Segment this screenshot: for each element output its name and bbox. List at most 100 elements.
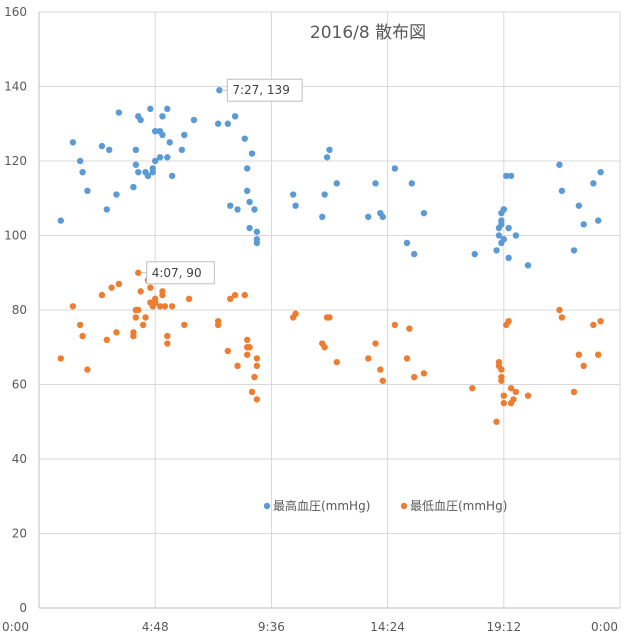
- data-point: [403, 355, 411, 362]
- data-point: [595, 351, 602, 358]
- data-point: [253, 396, 261, 403]
- data-point: [243, 165, 251, 172]
- data-point: [570, 388, 578, 396]
- data-point: [156, 303, 164, 310]
- x-tick-label: 0:00: [591, 620, 618, 634]
- data-point: [372, 340, 379, 347]
- data-point: [76, 321, 84, 329]
- series-1: [57, 87, 604, 269]
- data-point: [321, 344, 328, 351]
- data-point: [253, 362, 261, 370]
- gridlines: [39, 11, 621, 608]
- data-point: [503, 172, 510, 180]
- data-point: [251, 373, 258, 381]
- data-point: [147, 284, 154, 291]
- data-point: [408, 180, 416, 187]
- data-point: [113, 329, 120, 336]
- data-point: [248, 150, 256, 157]
- data-point: [469, 385, 476, 392]
- data-point: [505, 317, 512, 325]
- data-point: [505, 254, 512, 262]
- x-tick-label: 0:00: [2, 620, 29, 634]
- data-point: [159, 113, 166, 120]
- data-point: [103, 206, 110, 213]
- data-point: [495, 232, 503, 239]
- data-point: [575, 351, 583, 358]
- data-point: [144, 172, 152, 180]
- data-point: [590, 180, 597, 187]
- data-point: [241, 291, 248, 299]
- data-point: [471, 250, 478, 258]
- y-tick-label: 100: [4, 229, 27, 243]
- data-point: [246, 224, 253, 232]
- x-axis-tick-labels: 0:00 4:48 9:36 14:24 19:12 0:00: [2, 620, 618, 634]
- data-point: [365, 213, 372, 221]
- data-point: [507, 172, 515, 180]
- data-point: [411, 250, 418, 258]
- data-point: [231, 113, 239, 120]
- axes: [38, 12, 620, 609]
- data-point: [181, 131, 188, 139]
- data-point: [181, 321, 188, 329]
- data-point: [166, 139, 173, 146]
- data-point: [164, 154, 171, 161]
- data-point: [321, 191, 328, 198]
- data-point: [135, 306, 142, 314]
- data-point: [292, 202, 299, 209]
- data-point: [498, 377, 505, 384]
- data-point: [185, 295, 193, 303]
- data-point: [512, 232, 520, 239]
- data-point: [597, 317, 604, 325]
- data-point: [512, 388, 520, 396]
- data-point: [69, 303, 77, 310]
- data-point: [224, 347, 232, 355]
- data-point: [500, 236, 507, 243]
- data-point: [580, 362, 587, 370]
- data-point: [227, 202, 234, 209]
- data-point: [493, 247, 500, 254]
- data-point: [178, 146, 186, 154]
- series-2: [57, 269, 604, 425]
- data-point: [98, 291, 106, 299]
- data-point: [137, 288, 144, 295]
- data-point: [57, 355, 64, 362]
- data-point: [79, 332, 86, 340]
- data-point: [391, 165, 399, 172]
- data-point: [326, 314, 333, 321]
- legend-entry: 最低血圧(mmHg): [400, 499, 507, 513]
- data-point: [597, 168, 604, 176]
- data-point: [216, 87, 223, 94]
- data-point: [135, 168, 142, 176]
- data-point: [505, 224, 512, 232]
- data-point: [84, 366, 91, 373]
- data-point: [420, 209, 428, 217]
- x-tick-label: 19:12: [487, 620, 522, 634]
- data-point: [234, 362, 241, 370]
- data-point: [106, 146, 113, 154]
- data-point: [575, 202, 583, 209]
- data-point: [113, 191, 120, 198]
- data-point: [152, 295, 159, 303]
- data-callout: 7:27, 139: [221, 78, 303, 102]
- data-point: [69, 139, 77, 146]
- data-point: [524, 392, 532, 399]
- data-point: [524, 262, 532, 269]
- series-layer: [57, 87, 604, 425]
- data-point: [500, 392, 507, 399]
- data-point: [365, 355, 372, 362]
- data-point: [507, 385, 515, 392]
- data-point: [132, 314, 140, 321]
- data-point: [403, 239, 411, 247]
- legend-label: 最高血圧(mmHg): [273, 498, 370, 513]
- data-point: [135, 269, 142, 276]
- data-point: [168, 303, 176, 310]
- data-point: [319, 213, 326, 221]
- data-point: [292, 310, 299, 317]
- data-point: [556, 306, 563, 314]
- y-tick-label: 0: [19, 601, 27, 615]
- data-point: [152, 128, 159, 135]
- data-point: [323, 154, 331, 161]
- data-point: [159, 131, 166, 139]
- data-point: [500, 206, 507, 213]
